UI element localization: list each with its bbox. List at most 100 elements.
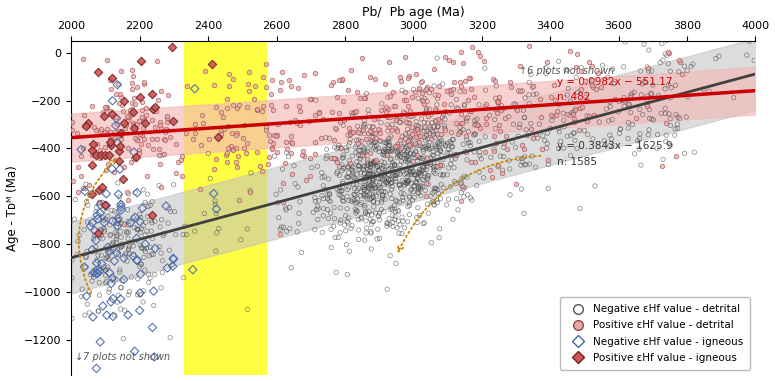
Point <box>59 212 71 218</box>
Point <box>408 151 420 157</box>
Point <box>99 104 112 110</box>
Point <box>91 252 104 258</box>
Point <box>443 165 455 171</box>
Point <box>322 192 334 198</box>
Point <box>139 120 151 126</box>
Point <box>659 51 671 57</box>
Text: n: 1585: n: 1585 <box>557 157 597 167</box>
Point <box>270 191 282 197</box>
Point <box>94 268 106 274</box>
Point <box>371 226 384 232</box>
Point <box>112 221 124 227</box>
Point <box>110 250 122 256</box>
Point <box>88 235 100 242</box>
Point <box>630 114 642 120</box>
Point <box>377 166 389 172</box>
Point <box>381 146 394 152</box>
Point <box>514 63 526 69</box>
Point <box>574 205 586 211</box>
Point <box>332 192 345 198</box>
Point <box>116 108 129 114</box>
Point <box>363 131 375 137</box>
Point <box>489 106 501 112</box>
Point <box>555 138 567 144</box>
Point <box>142 142 154 148</box>
Point <box>158 231 170 237</box>
Point <box>336 162 348 168</box>
Point <box>484 154 497 160</box>
Point <box>390 117 402 123</box>
Point <box>266 145 278 151</box>
Point <box>353 157 366 163</box>
Point <box>494 153 507 159</box>
Point <box>375 188 388 194</box>
Point <box>418 165 430 171</box>
Point <box>568 130 580 136</box>
Point <box>354 179 367 185</box>
Point <box>292 220 305 226</box>
Point <box>432 199 444 205</box>
Point <box>129 348 141 354</box>
Point <box>432 165 445 171</box>
Point <box>102 244 114 250</box>
Point <box>418 110 430 117</box>
Point <box>331 169 343 175</box>
Point <box>296 148 308 154</box>
Point <box>398 109 410 115</box>
Point <box>642 127 655 133</box>
Point <box>479 149 491 155</box>
Point <box>450 152 463 158</box>
Point <box>134 271 146 277</box>
Point <box>457 88 470 94</box>
Point <box>389 103 401 109</box>
Point <box>406 94 419 100</box>
Point <box>418 160 431 166</box>
Point <box>403 178 415 184</box>
Point <box>553 146 565 152</box>
Point <box>113 148 126 154</box>
Point <box>395 190 408 196</box>
Point <box>312 216 324 223</box>
Point <box>463 75 476 82</box>
Point <box>357 165 370 171</box>
Point <box>91 216 104 222</box>
Point <box>587 136 599 142</box>
Point <box>340 147 353 154</box>
Point <box>350 192 362 198</box>
Point <box>222 71 235 77</box>
Point <box>408 142 421 148</box>
Point <box>147 288 160 294</box>
Point <box>401 219 414 225</box>
Point <box>358 94 370 101</box>
Point <box>433 118 446 124</box>
Point <box>363 208 375 214</box>
Point <box>334 119 346 125</box>
Point <box>557 110 570 116</box>
Point <box>355 189 367 195</box>
Point <box>457 194 470 200</box>
Point <box>421 106 433 112</box>
Point <box>88 189 100 195</box>
Point <box>412 126 424 132</box>
Point <box>115 130 127 136</box>
Point <box>374 138 386 144</box>
Point <box>122 229 135 235</box>
Point <box>136 205 149 211</box>
Point <box>241 226 253 232</box>
Point <box>415 90 428 96</box>
Point <box>170 141 182 147</box>
Point <box>362 183 374 189</box>
Point <box>436 138 448 144</box>
Point <box>348 110 360 116</box>
Point <box>103 289 115 295</box>
Point <box>133 218 146 224</box>
Point <box>639 24 651 30</box>
Point <box>387 212 399 218</box>
Point <box>232 102 245 108</box>
Point <box>663 110 675 117</box>
Point <box>391 207 404 213</box>
Point <box>431 107 443 114</box>
Point <box>68 216 81 222</box>
Point <box>511 106 523 112</box>
Point <box>384 157 397 163</box>
